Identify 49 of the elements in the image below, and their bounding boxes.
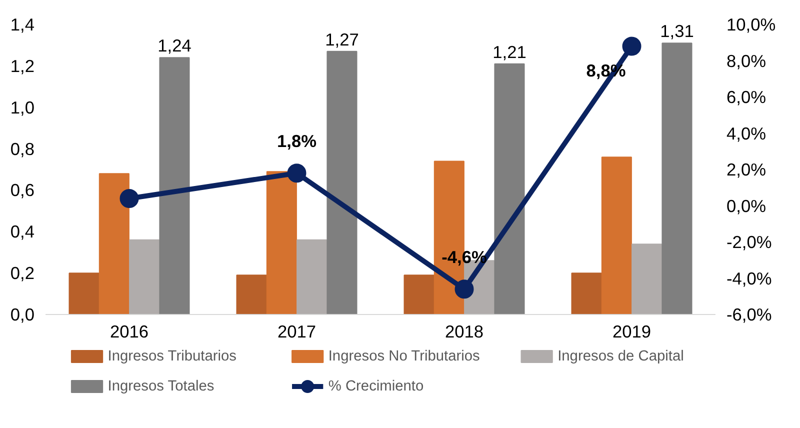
y2-tick-label: 0,0% [726, 196, 766, 216]
y-tick-label: 0,6 [10, 180, 35, 200]
legend-label: Ingresos No Tributarios [328, 348, 480, 364]
bar [571, 272, 602, 314]
bar [662, 42, 692, 314]
y-tick-label: 0,4 [10, 222, 35, 242]
point [287, 164, 306, 183]
data-label: 1,21 [492, 42, 526, 62]
bar [326, 50, 358, 314]
bar [159, 57, 190, 314]
bar [404, 274, 434, 314]
y2-tick-label: 4,0% [726, 123, 766, 144]
y-tick-label: 0,0 [10, 304, 35, 324]
bar [296, 239, 328, 314]
point [622, 36, 642, 56]
y-tick-label: 1,4 [10, 14, 35, 34]
data-label: 1,24 [158, 36, 192, 56]
data-label: 1,8% [277, 131, 316, 152]
legend-label: % Crecimiento [328, 378, 424, 394]
y2-tick-label: 6,0% [726, 87, 766, 107]
bar [266, 171, 297, 314]
x-tick-label: 2016 [110, 322, 149, 342]
data-label: 1,31 [660, 21, 694, 42]
y2-tick-label: 8,0% [726, 50, 766, 71]
y2-tick-label: -6,0% [726, 304, 772, 324]
y2-tick-label: 10,0% [726, 14, 776, 34]
bar [129, 239, 160, 314]
x-tick-label: 2019 [612, 322, 652, 342]
bar [601, 156, 632, 314]
bar [236, 274, 267, 314]
legend-label: Ingresos Tributarios [108, 348, 236, 364]
x-tick-label: 2018 [444, 322, 484, 342]
point [120, 189, 139, 208]
legend-label: Ingresos Totales [108, 378, 214, 394]
y-tick-label: 0,2 [10, 263, 35, 284]
bar [68, 272, 100, 314]
point [454, 280, 474, 299]
y-tick-label: 1,2 [10, 56, 35, 76]
bar [98, 173, 130, 314]
x-tick-label: 2017 [277, 322, 316, 342]
y-tick-label: 0,8 [10, 138, 35, 159]
y2-tick-label: -4,0% [726, 268, 772, 288]
legend-label: Ingresos de Capital [558, 348, 684, 364]
y2-tick-label: 2,0% [726, 160, 766, 180]
data-label: 1,27 [325, 29, 359, 50]
bar [632, 244, 662, 314]
y-tick-label: 1,0 [10, 97, 35, 118]
bar [494, 63, 525, 314]
y2-tick-label: -2,0% [726, 232, 772, 252]
